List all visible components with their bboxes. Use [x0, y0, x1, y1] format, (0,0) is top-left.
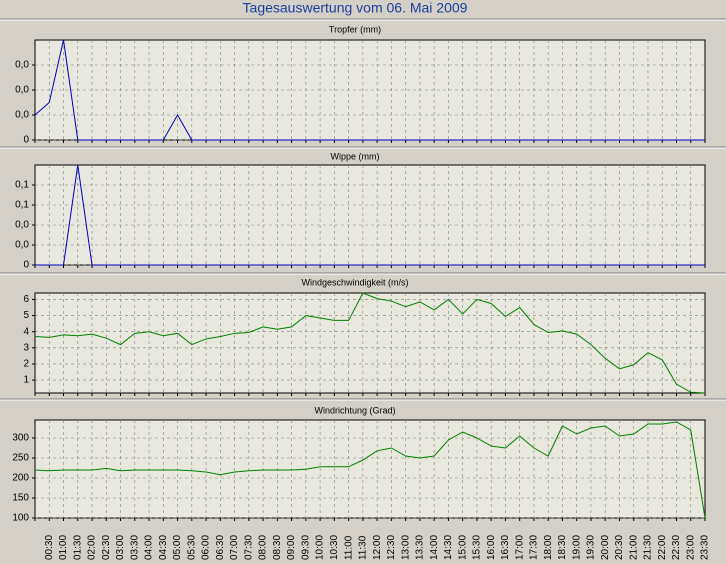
- x-tick-label: 10:30: [329, 535, 340, 560]
- x-tick-label: 13:00: [400, 535, 411, 560]
- x-tick-label: 05:00: [172, 535, 183, 560]
- x-tick-label: 20:00: [600, 535, 611, 560]
- x-tick-label: 12:30: [386, 535, 397, 560]
- x-tick-label: 09:00: [286, 535, 297, 560]
- x-tick-label: 04:00: [144, 535, 155, 560]
- plot-area: [34, 39, 706, 141]
- y-tick-label: 5: [23, 310, 29, 321]
- page-title: Tagesauswertung vom 06. Mai 2009: [243, 0, 468, 16]
- x-tick-label: 14:00: [429, 535, 440, 560]
- y-tick-label: 0,0: [15, 110, 29, 121]
- x-tick-label: 08:30: [272, 535, 283, 560]
- x-tick-label: 02:30: [101, 535, 112, 560]
- y-tick-label: 0,1: [15, 200, 29, 211]
- x-tick-label: 17:00: [514, 535, 525, 560]
- panel-title: Wippe (mm): [331, 151, 380, 161]
- y-tick-label: 150: [12, 493, 29, 504]
- x-tick-label: 13:30: [415, 535, 426, 560]
- x-tick-label: 12:00: [372, 535, 383, 560]
- panel-title: Windgeschwindigkeit (m/s): [301, 277, 408, 287]
- data-line: [34, 39, 705, 141]
- y-tick-label: 0: [23, 135, 29, 146]
- x-tick-label: 07:00: [229, 535, 240, 560]
- x-tick-label: 22:00: [657, 535, 668, 560]
- x-tick-label: 23:30: [700, 535, 711, 560]
- data-line: [35, 164, 705, 266]
- x-tick-label: 19:30: [586, 535, 597, 560]
- x-tick-label: 19:00: [571, 535, 582, 560]
- x-tick-label: 04:30: [158, 535, 169, 560]
- x-tick-label: 11:30: [358, 535, 369, 560]
- data-line: [34, 292, 706, 394]
- y-tick-label: 2: [23, 359, 29, 370]
- x-tick-label: 14:30: [443, 535, 454, 560]
- x-tick-label: 10:00: [315, 535, 326, 560]
- y-tick-label: 4: [23, 326, 29, 337]
- x-tick-label: 01:00: [58, 535, 69, 560]
- x-tick-label: 21:30: [643, 535, 654, 560]
- y-tick-label: 0: [23, 260, 29, 271]
- x-tick-label: 07:30: [243, 535, 254, 560]
- y-tick-label: 3: [23, 342, 29, 353]
- x-tick-label: 16:00: [486, 535, 497, 560]
- y-tick-label: 1: [23, 375, 29, 386]
- x-tick-label: 20:30: [614, 535, 625, 560]
- x-tick-label: 16:30: [500, 535, 511, 560]
- x-tick-label: 18:00: [543, 535, 554, 560]
- x-tick-label: 03:30: [129, 535, 140, 560]
- y-tick-label: 200: [12, 473, 29, 484]
- y-tick-label: 100: [12, 513, 29, 524]
- y-tick-label: 250: [12, 453, 29, 464]
- y-tick-label: 6: [23, 294, 29, 305]
- y-tick-label: 0,1: [15, 180, 29, 191]
- x-tick-label: 15:30: [472, 535, 483, 560]
- y-tick-label: 300: [12, 433, 29, 444]
- x-tick-label: 09:30: [300, 535, 311, 560]
- x-tick-label: 23:00: [685, 535, 696, 560]
- x-tick-label: 11:00: [343, 535, 354, 560]
- plot-area: [34, 164, 706, 266]
- plot-area: [34, 419, 706, 519]
- x-tick-label: 08:00: [258, 535, 269, 560]
- panel-title: Tropfer (mm): [329, 24, 381, 34]
- x-tick-label: 22:30: [671, 535, 682, 560]
- y-tick-label: 0,0: [15, 220, 29, 231]
- x-tick-label: 15:00: [457, 535, 468, 560]
- x-tick-label: 00:30: [44, 535, 55, 560]
- plot-area: [34, 292, 706, 394]
- panel-title: Windrichtung (Grad): [314, 405, 395, 415]
- x-tick-label: 17:30: [529, 535, 540, 560]
- y-tick-label: 0,0: [15, 85, 29, 96]
- x-tick-label: 01:30: [72, 535, 83, 560]
- data-line: [34, 421, 706, 519]
- y-tick-label: 0,0: [15, 240, 29, 251]
- x-tick-label: 18:30: [557, 535, 568, 560]
- x-tick-label: 05:30: [186, 535, 197, 560]
- x-tick-label: 06:00: [201, 535, 212, 560]
- y-tick-label: 0,0: [15, 60, 29, 71]
- x-tick-label: 21:00: [628, 535, 639, 560]
- x-tick-label: 03:00: [115, 535, 126, 560]
- x-tick-label: 02:00: [87, 535, 98, 560]
- x-tick-label: 06:30: [215, 535, 226, 560]
